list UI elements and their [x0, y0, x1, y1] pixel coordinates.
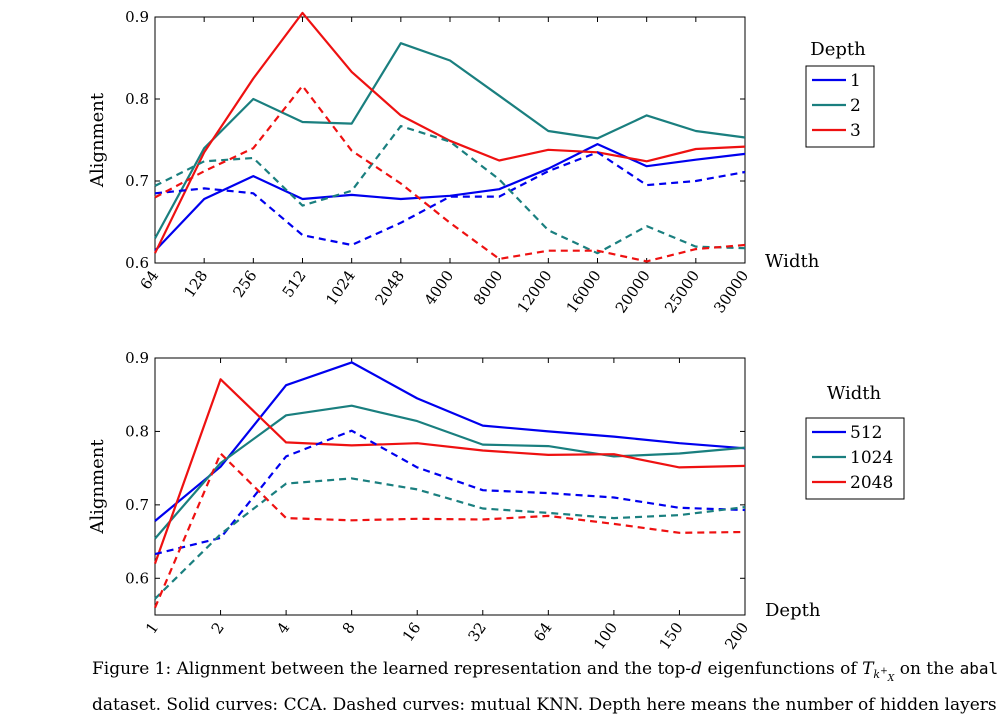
x-tick-label: 30000 [710, 267, 752, 316]
chart-2: 0.6 0.7 0.8 0.9 1 2 4 8 16 32 64 100 150 200 Depth Alig… [87, 349, 905, 653]
series-line-cca-2 [154, 404, 746, 540]
series-line-cca-1 [154, 143, 746, 252]
series-line-knn-2 [154, 477, 746, 600]
x-tick-label: 12000 [513, 267, 555, 316]
dataset-name: abalone [959, 659, 998, 678]
series-line-cca-3 [153, 378, 746, 564]
y-tick-label: 0.6 [125, 569, 149, 587]
x-tick-label: 8 [339, 619, 359, 637]
y-tick-label: 0.8 [125, 90, 149, 108]
legend-entry: 1024 [850, 448, 893, 468]
legend-title: Depth [810, 39, 866, 60]
series-line-cca-1 [154, 361, 746, 522]
series-line-knn-2 [154, 124, 746, 255]
y-tick-label: 0.8 [125, 422, 149, 440]
x-tick-label: 200 [721, 619, 752, 653]
x-tick-label: 16000 [563, 267, 605, 316]
x-tick-label: 128 [180, 267, 211, 301]
series-line-knn-1 [154, 429, 746, 556]
legend-title: Width [827, 383, 882, 404]
legend-entry: 2 [850, 96, 861, 116]
x-axis-title: Depth [765, 600, 821, 621]
legend-entry: 1 [850, 71, 861, 91]
x-tick-label: 2048 [371, 267, 408, 309]
y-tick-label: 0.7 [125, 172, 149, 190]
caption-line-2: dataset. Solid curves: CCA. Dashed curve… [92, 695, 998, 716]
series-line-knn-3 [153, 452, 746, 609]
y-tick-label: 0.9 [125, 8, 149, 26]
x-axis-title: Width [765, 251, 820, 272]
x-tick-label: 25000 [661, 267, 703, 316]
chart-1: 0.60.70.80.964 128 256 512 1024 2048 4000 8000 1… [87, 8, 875, 316]
legend-box [805, 65, 875, 148]
legend-entry: 2048 [850, 473, 893, 493]
x-tick-label: 256 [229, 267, 260, 301]
x-tick-label: 32 [464, 619, 490, 645]
figure-canvas: 0.60.70.80.964 128 256 512 1024 2048 4000 8000 1… [87, 8, 905, 653]
x-tick-label: 8000 [470, 267, 507, 309]
y-axis-title: Alignment [87, 92, 108, 188]
x-tick-label: 64 [530, 619, 556, 645]
x-tick-label: 4 [273, 619, 293, 637]
y-tick-label: 0.9 [125, 349, 149, 367]
legend: Depth 1 2 3 [805, 39, 875, 148]
x-tick-label: 512 [279, 267, 310, 301]
legend-entry: 512 [850, 423, 882, 443]
series-line-cca-3 [154, 11, 746, 254]
x-tick-label: 150 [656, 619, 687, 653]
legend-entry: 3 [850, 121, 861, 141]
figure-caption: Figure 1: Alignment between the learned … [92, 656, 998, 718]
x-tick-label: 1024 [322, 267, 359, 309]
x-tick-label: 100 [590, 619, 621, 653]
series-line-cca-2 [154, 42, 746, 239]
y-tick-label: 0.6 [125, 254, 149, 272]
x-tick-label: 20000 [612, 267, 654, 316]
caption-line-1: Figure 1: Alignment between the learned … [92, 656, 998, 692]
series-line-knn-3 [154, 84, 746, 263]
x-tick-label: 1 [142, 619, 162, 637]
x-tick-label: 16 [399, 619, 425, 645]
y-tick-label: 0.7 [125, 496, 149, 514]
legend: Width 512 1024 2048 [805, 383, 905, 500]
x-tick-label: 2 [208, 619, 228, 637]
y-axis-title: Alignment [87, 439, 108, 535]
x-tick-label: 4000 [421, 267, 458, 309]
plot-frame [154, 357, 746, 616]
series-line-knn-1 [154, 151, 746, 247]
